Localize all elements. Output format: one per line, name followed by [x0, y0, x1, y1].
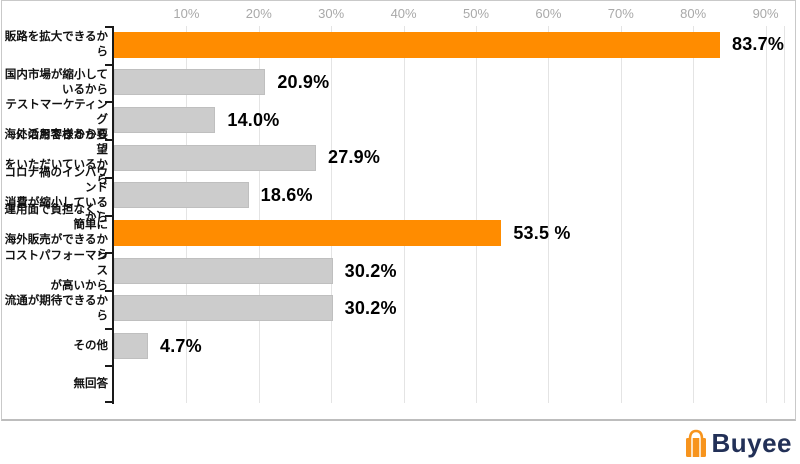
- axis-tick-label: 80%: [680, 6, 707, 21]
- logo-text: Buyee: [711, 428, 792, 458]
- category-label: テストマーケティング に活用できるから: [5, 98, 108, 141]
- shopping-bag-icon: [686, 429, 707, 457]
- chart-frame: 10% 20% 30% 40% 50% 60% 70% 80% 90% 83.7% 20.9% 14.…: [1, 0, 796, 421]
- gridline-40%: [403, 26, 405, 403]
- category-label: その他: [73, 339, 109, 352]
- category-label: コロナ禍のインバウンド 消費が縮小しているから: [4, 166, 109, 224]
- value-label: 83.7%: [731, 34, 785, 55]
- axis-tick-mark: [105, 63, 114, 66]
- axis-tick-mark: [105, 26, 114, 28]
- value-label: 20.9%: [277, 72, 330, 93]
- gridline-70%: [620, 26, 622, 403]
- bar-1: [114, 31, 720, 58]
- bar-6: [114, 220, 502, 246]
- value-label: 4.7%: [160, 335, 202, 356]
- axis-tick-mark: [105, 101, 114, 104]
- value-label: 53.5 %: [513, 222, 571, 243]
- axis-tick-mark: [105, 327, 114, 330]
- gridline-60%: [548, 26, 550, 403]
- category-label: 国内市場が縮小して いるから: [4, 68, 108, 96]
- bar-2: [114, 69, 266, 96]
- bar-7: [114, 257, 333, 284]
- category-label: 運用面で負担なく、簡単に 海外販売ができるから: [4, 204, 109, 262]
- axis-tick-mark: [105, 139, 114, 142]
- axis-tick-label: 50%: [462, 6, 490, 21]
- axis-tick-label: 10%: [173, 6, 200, 21]
- category-label: 流通が期待できるから: [4, 294, 108, 322]
- category-label: コストパフォーマンス が高いから: [4, 249, 109, 292]
- axis-tick-mark: [105, 289, 114, 292]
- bar-8: [114, 295, 333, 322]
- value-label: 14.0%: [227, 109, 280, 130]
- axis-tick-mark: [105, 365, 114, 368]
- axis-tick-label: 60%: [535, 6, 562, 21]
- value-label: 18.6%: [260, 185, 313, 206]
- gridline-50%: [476, 26, 477, 403]
- gridline-20%: [258, 26, 260, 403]
- gridline-90%: [765, 26, 767, 403]
- axis-tick-label: 90%: [752, 6, 779, 21]
- axis-tick-mark: [105, 252, 114, 255]
- buyee-logo: Buyee: [684, 428, 792, 459]
- gridline-30%: [331, 26, 333, 403]
- footer: Buyee: [0, 422, 800, 464]
- axis-tick-mark: [105, 401, 114, 403]
- bar-3: [114, 106, 216, 133]
- axis-tick-mark: [105, 214, 114, 217]
- value-label: 30.2%: [344, 260, 397, 281]
- bar-4: [114, 144, 316, 171]
- category-label: 無回答: [73, 377, 109, 390]
- plot-right-border: [784, 26, 785, 403]
- gridline-80%: [693, 26, 695, 403]
- bar-9: [114, 333, 149, 360]
- axis-tick-mark: [105, 176, 114, 179]
- plot-area: 10% 20% 30% 40% 50% 60% 70% 80% 90% 83.7% 20.9% 14.…: [105, 6, 785, 404]
- category-label: 海外のお客様から要望 をいただいているから: [4, 129, 109, 186]
- axis-tick-label: 20%: [245, 6, 272, 21]
- axis-tick-label: 70%: [607, 6, 634, 21]
- gridline-10%: [186, 26, 188, 403]
- axis-tick-label: 30%: [318, 6, 345, 21]
- value-label: 30.2%: [344, 298, 397, 319]
- bar-5: [114, 182, 249, 209]
- axis-tick-label: 40%: [390, 6, 417, 21]
- category-label: 販路を拡大できるから: [4, 30, 108, 58]
- value-label: 27.9%: [327, 147, 381, 168]
